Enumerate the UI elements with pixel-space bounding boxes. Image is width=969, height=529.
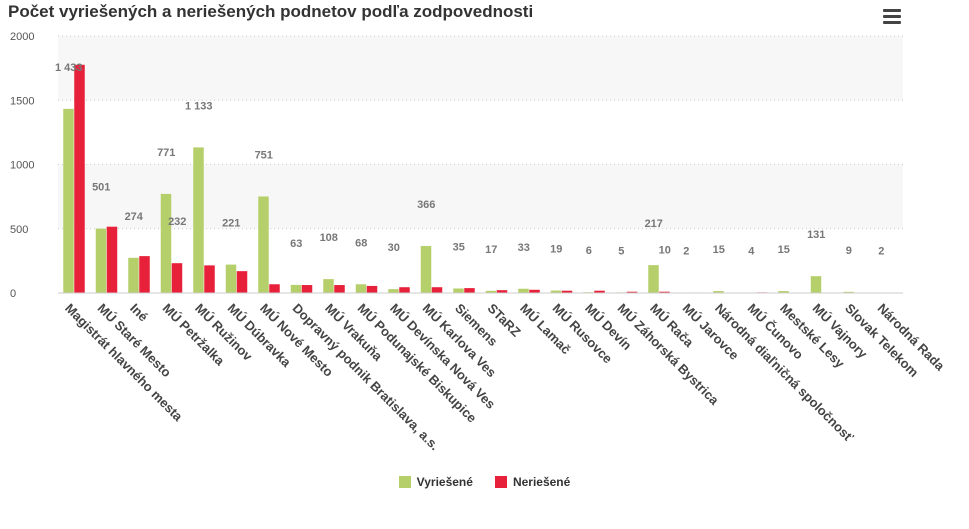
legend-label-unresolved: Neriešené	[512, 475, 571, 489]
data-label: 68	[355, 237, 367, 249]
bar-resolved[interactable]	[713, 291, 724, 293]
bar-unresolved[interactable]	[269, 284, 280, 293]
y-tick-label: 1500	[10, 95, 34, 107]
data-label: 131	[807, 229, 825, 241]
bar-resolved[interactable]	[63, 108, 74, 293]
bar-resolved[interactable]	[453, 288, 464, 293]
bar-unresolved[interactable]	[594, 290, 605, 293]
legend-swatch-unresolved	[494, 476, 507, 488]
bar-resolved[interactable]	[128, 257, 139, 293]
bar-resolved[interactable]	[323, 279, 334, 293]
data-label: 2	[683, 246, 689, 258]
data-label: 30	[388, 242, 400, 254]
bar-unresolved[interactable]	[204, 265, 215, 293]
bar-resolved[interactable]	[355, 284, 367, 293]
bar-unresolved[interactable]	[171, 263, 183, 293]
data-label: 217	[645, 218, 663, 230]
bar-unresolved[interactable]	[496, 290, 508, 293]
data-label: 15	[778, 244, 790, 256]
bar-unresolved[interactable]	[659, 291, 670, 293]
bar-resolved[interactable]	[810, 276, 822, 293]
data-label: 501	[92, 182, 110, 194]
data-label: 6	[586, 245, 592, 257]
data-label: 366	[417, 199, 435, 211]
bar-chart: 1 433 501 274 771 232 1 133 221 751 63 108 68 30 366…	[10, 31, 948, 453]
grid-layer	[58, 35, 903, 294]
bar-unresolved[interactable]	[464, 288, 475, 293]
bar-resolved[interactable]	[225, 264, 237, 293]
bar-resolved[interactable]	[843, 291, 854, 293]
chart-title: Počet vyriešených a neriešených podnetov…	[8, 2, 534, 21]
legend-item-unresolved[interactable]: Neriešené	[494, 475, 571, 489]
data-label: 108	[320, 232, 338, 244]
bar-resolved[interactable]	[290, 284, 302, 293]
bar-resolved[interactable]	[388, 289, 399, 293]
bar-resolved[interactable]	[648, 265, 659, 293]
bar-resolved[interactable]	[193, 147, 204, 293]
bar-unresolved[interactable]	[366, 285, 378, 293]
bar-resolved[interactable]	[95, 228, 107, 293]
bar-unresolved[interactable]	[74, 64, 85, 293]
data-label: 35	[453, 242, 465, 254]
data-label: 232	[168, 216, 186, 228]
bar-unresolved[interactable]	[334, 285, 345, 293]
bar-resolved[interactable]	[485, 290, 497, 293]
y-tick-label: 2000	[10, 31, 34, 43]
data-label: 221	[222, 218, 240, 230]
data-label: 15	[713, 244, 725, 256]
data-label: 751	[255, 149, 273, 161]
bar-resolved[interactable]	[550, 290, 562, 293]
bar-resolved[interactable]	[258, 196, 269, 293]
legend-swatch-resolved	[398, 476, 411, 488]
data-label: 17	[485, 244, 497, 256]
data-label: 63	[290, 238, 302, 250]
bar-unresolved[interactable]	[236, 271, 248, 293]
data-label: 274	[125, 211, 144, 223]
data-label: 33	[518, 242, 530, 254]
data-label: 1 433	[55, 62, 83, 74]
bar-resolved[interactable]	[518, 288, 529, 293]
data-label: 771	[157, 147, 175, 159]
data-label: 5	[618, 245, 624, 257]
y-tick-label: 0	[10, 288, 16, 300]
legend: Vyriešené Neriešené	[0, 475, 969, 489]
x-tick-label: Iné	[127, 301, 151, 325]
data-label: 4	[748, 245, 755, 257]
bar-unresolved[interactable]	[399, 287, 410, 293]
labels-layer: 1 433 501 274 771 232 1 133 221 751 63 108 68 30 366…	[55, 62, 884, 258]
bar-unresolved[interactable]	[626, 291, 638, 293]
y-tick-label: 500	[10, 224, 28, 236]
bar-unresolved[interactable]	[561, 290, 573, 293]
data-label: 19	[550, 244, 562, 256]
bar-resolved[interactable]	[160, 193, 172, 293]
legend-label-resolved: Vyriešené	[416, 475, 473, 489]
data-label: 1 133	[185, 100, 213, 112]
hamburger-menu-icon[interactable]	[880, 6, 904, 26]
grid-band	[58, 36, 903, 101]
bar-unresolved[interactable]	[139, 256, 150, 293]
bar-resolved[interactable]	[778, 291, 789, 293]
data-label: 10	[659, 245, 671, 257]
data-label: 9	[846, 245, 852, 257]
bar-unresolved[interactable]	[431, 287, 443, 293]
data-label: 2	[878, 246, 884, 258]
bar-unresolved[interactable]	[106, 226, 118, 293]
bars-layer	[63, 64, 887, 293]
legend-item-resolved[interactable]: Vyriešené	[398, 475, 473, 489]
bar-resolved[interactable]	[420, 245, 432, 293]
bar-unresolved[interactable]	[301, 285, 313, 293]
y-tick-label: 1000	[10, 160, 34, 172]
bar-unresolved[interactable]	[529, 289, 540, 293]
